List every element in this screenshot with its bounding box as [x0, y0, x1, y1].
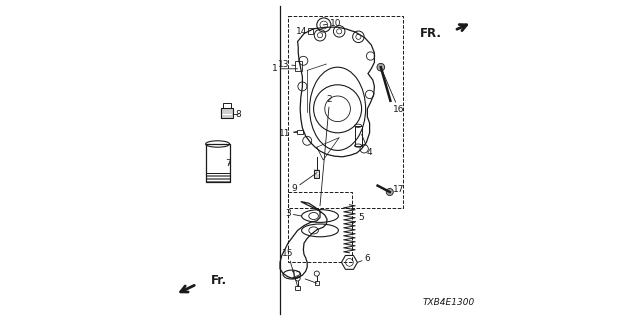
Bar	[205, 144, 230, 182]
Text: 1: 1	[272, 64, 298, 73]
Text: 16: 16	[381, 67, 404, 114]
Text: 10: 10	[323, 19, 341, 28]
Bar	[221, 108, 233, 118]
Text: 8: 8	[233, 110, 241, 119]
Bar	[296, 286, 300, 290]
Text: 12: 12	[291, 271, 317, 283]
Text: 3: 3	[285, 209, 301, 218]
Bar	[205, 173, 230, 182]
Bar	[355, 126, 362, 146]
Text: 11: 11	[279, 129, 297, 138]
Circle shape	[387, 188, 393, 196]
Text: TXB4E1300: TXB4E1300	[423, 298, 475, 307]
Bar	[314, 170, 319, 178]
Text: Fr.: Fr.	[211, 275, 227, 287]
Bar	[296, 61, 302, 71]
Bar	[223, 103, 231, 108]
Circle shape	[377, 63, 385, 71]
Text: 7: 7	[226, 159, 231, 168]
Text: 6: 6	[357, 254, 371, 263]
Text: 13: 13	[278, 60, 296, 68]
Bar	[315, 281, 319, 285]
Text: 5: 5	[352, 213, 364, 224]
Text: 9: 9	[291, 173, 317, 193]
Text: 4: 4	[362, 134, 372, 157]
Text: 17: 17	[390, 185, 404, 194]
Text: 2: 2	[320, 95, 332, 206]
Text: 15: 15	[282, 249, 298, 286]
Text: 14: 14	[296, 27, 310, 36]
Bar	[308, 28, 313, 34]
Text: FR.: FR.	[420, 27, 442, 40]
